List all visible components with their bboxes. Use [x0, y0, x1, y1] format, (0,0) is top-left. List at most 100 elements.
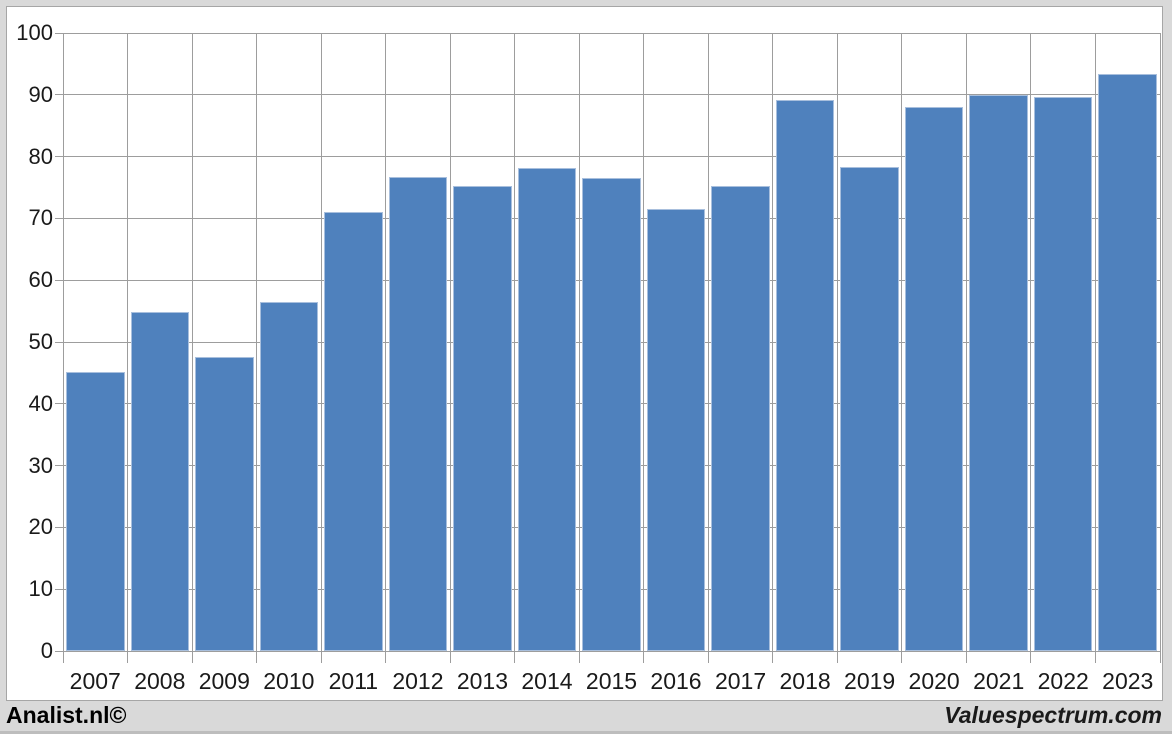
chart-card: 0 10 20 30 40 50 60 70 80 90 100 2007 2008 2009 2010 20… [6, 6, 1163, 701]
y-axis-tick [55, 341, 63, 343]
y-axis-label: 20 [28, 514, 53, 540]
footer-bar: Analist.nl© Valuespectrum.com [0, 701, 1172, 731]
x-axis-label: 2020 [908, 668, 960, 694]
x-axis-tick [836, 651, 838, 663]
x-axis-tick [62, 651, 64, 663]
source-credit-valuespectrum: Valuespectrum.com [944, 701, 1162, 728]
y-axis-label: 90 [28, 81, 53, 107]
gridline-h [63, 32, 1160, 34]
bar-2023 [1098, 74, 1157, 651]
y-axis-tick [55, 650, 63, 652]
x-axis-tick [320, 651, 322, 663]
gridline-v [385, 33, 387, 651]
gridline-v [578, 33, 580, 651]
gridline-v [320, 33, 322, 651]
y-axis-label: 60 [28, 267, 53, 293]
y-axis-label: 10 [28, 576, 53, 602]
gridline-v [514, 33, 516, 651]
bar-2021 [969, 94, 1028, 651]
bar-2018 [775, 99, 835, 651]
bar-2011 [324, 212, 383, 651]
y-axis-label: 40 [28, 390, 53, 416]
bar-2013 [453, 185, 512, 651]
x-axis-label: 2007 [69, 668, 121, 694]
gridline-v [127, 33, 129, 651]
x-axis-tick [1159, 651, 1161, 663]
x-axis-label: 2009 [198, 668, 250, 694]
gridline-v [191, 33, 193, 651]
bar-2017 [711, 185, 770, 651]
bar-2020 [904, 106, 964, 651]
bar-2007 [66, 371, 125, 651]
gridline-v [643, 33, 645, 651]
y-axis-label: 80 [28, 143, 53, 169]
x-axis-label: 2016 [650, 668, 702, 694]
x-axis-label: 2021 [973, 668, 1025, 694]
bar-2015 [582, 178, 641, 651]
bar-2014 [517, 168, 577, 651]
x-axis-tick [578, 651, 580, 663]
y-axis-tick [55, 156, 63, 158]
x-axis-tick [191, 651, 193, 663]
bar-2009 [195, 356, 254, 651]
x-axis-label: 2013 [456, 668, 509, 694]
x-axis-label: 2017 [714, 668, 767, 694]
y-axis-tick [55, 526, 63, 528]
x-axis-tick [127, 651, 129, 663]
x-axis-tick [772, 651, 774, 663]
y-axis-label: 0 [40, 638, 53, 663]
bar-2012 [388, 176, 448, 651]
y-axis-tick [55, 588, 63, 590]
source-credit-analist: Analist.nl© [6, 701, 127, 728]
x-axis-tick [965, 651, 967, 663]
y-axis-label: 30 [28, 452, 53, 478]
y-axis-tick [55, 465, 63, 467]
x-axis-label: 2014 [521, 668, 573, 694]
bar-2019 [840, 167, 899, 651]
x-axis-tick [901, 651, 903, 663]
x-axis-label: 2011 [328, 668, 379, 694]
gridline-v [1159, 33, 1161, 651]
window-bottom-edge [0, 731, 1172, 734]
gridline-v [965, 33, 967, 651]
y-axis-tick [55, 403, 63, 405]
bar-2008 [130, 312, 190, 651]
gridline-h [63, 94, 1160, 96]
gridline-v [1030, 33, 1032, 651]
gridline-v [1094, 33, 1096, 651]
x-axis-label: 2010 [263, 668, 315, 694]
x-axis-tick [707, 651, 709, 663]
gridline-v [62, 33, 64, 651]
gridline-v [836, 33, 838, 651]
y-axis-tick [55, 94, 63, 96]
y-axis-tick [55, 32, 63, 34]
gridline-v [901, 33, 903, 651]
x-axis-tick [256, 651, 258, 663]
x-axis-tick [1094, 651, 1096, 663]
x-axis-tick [1030, 651, 1032, 663]
y-axis-label: 100 [16, 20, 53, 45]
bar-2010 [259, 301, 319, 651]
x-axis-tick [385, 651, 387, 663]
y-axis-tick [55, 279, 63, 281]
gridline-v [772, 33, 774, 651]
x-axis-label: 2012 [392, 668, 444, 694]
y-axis-label: 70 [28, 205, 53, 231]
gridline-v [449, 33, 451, 651]
y-axis-tick [55, 217, 63, 219]
bar-2022 [1033, 96, 1093, 651]
bar-2016 [646, 209, 706, 651]
x-axis-label: 2022 [1037, 668, 1089, 694]
x-axis-label: 2023 [1102, 668, 1154, 694]
x-axis-label: 2019 [844, 668, 896, 694]
x-axis-label: 2018 [779, 668, 831, 694]
x-axis-label: 2008 [134, 668, 186, 694]
x-axis-tick [514, 651, 516, 663]
gridline-h [63, 650, 1160, 652]
x-axis-tick [449, 651, 451, 663]
gridline-v [707, 33, 709, 651]
x-axis-label: 2015 [585, 668, 638, 694]
y-axis-label: 50 [28, 329, 53, 354]
gridline-h [63, 156, 1160, 158]
